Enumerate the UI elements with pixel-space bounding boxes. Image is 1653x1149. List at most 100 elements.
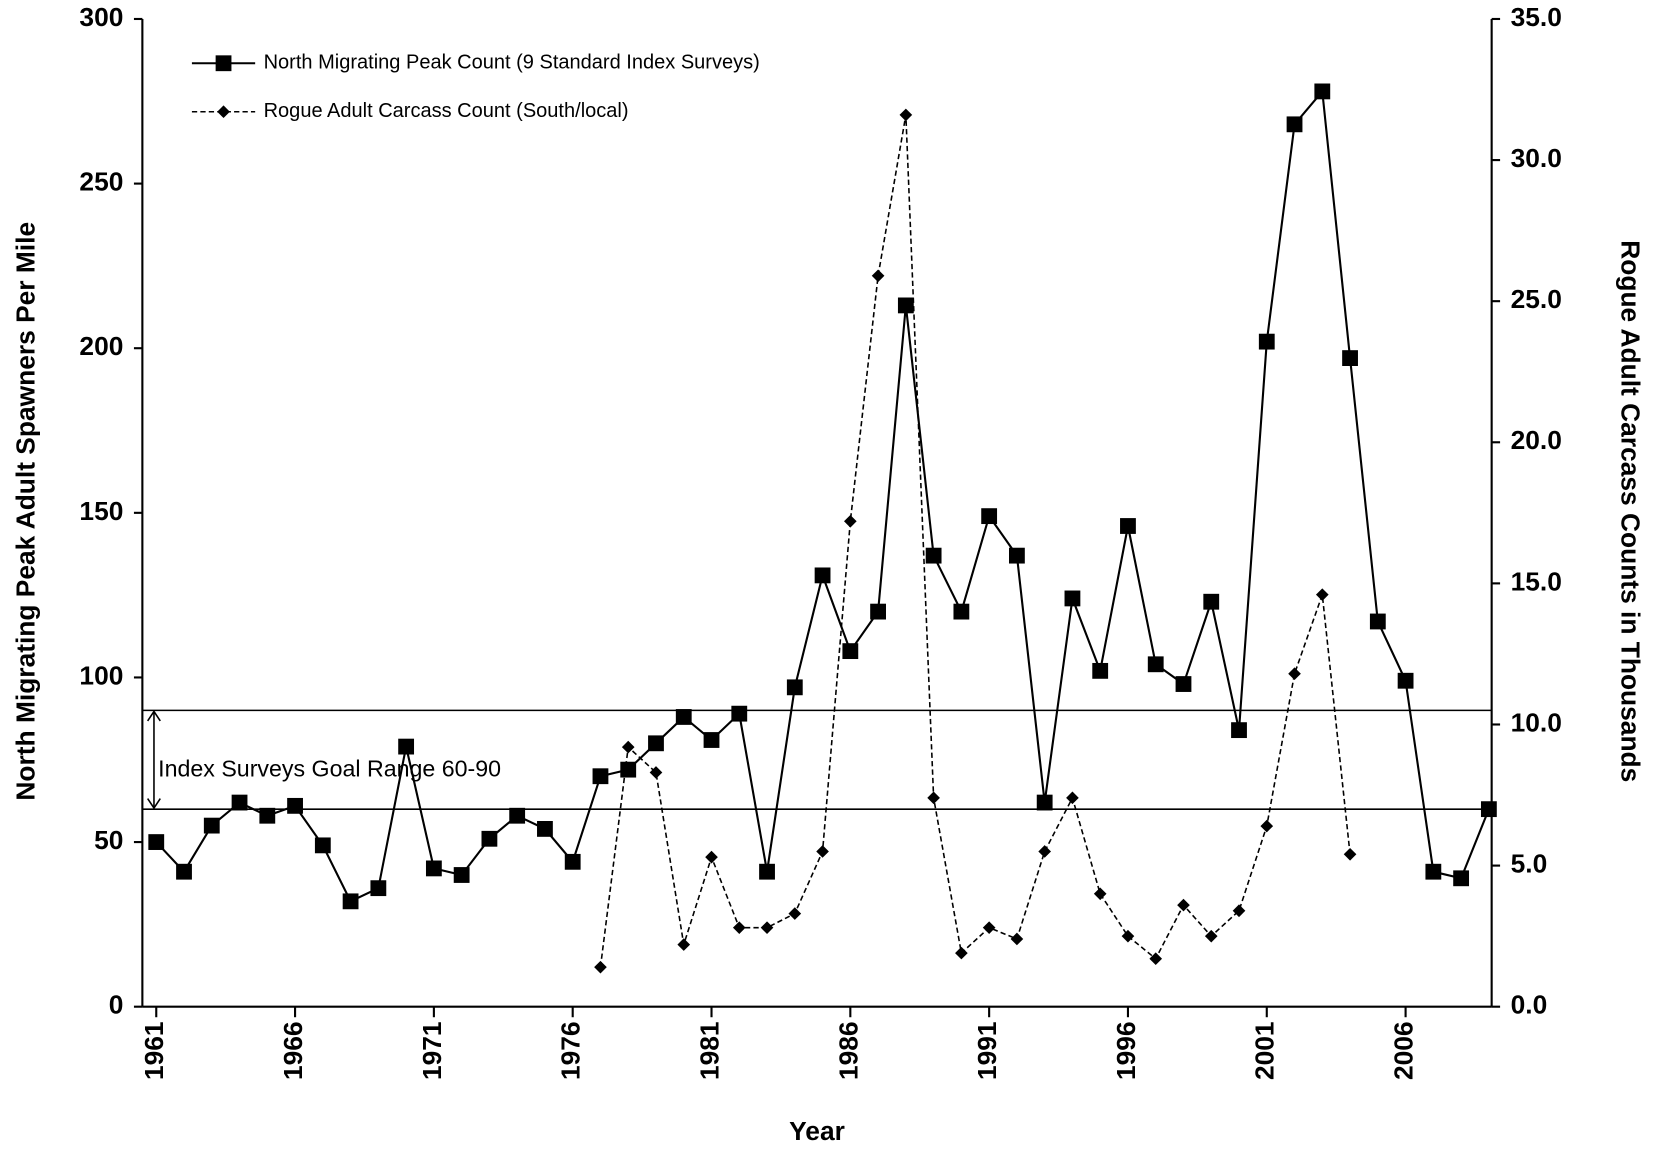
data-point xyxy=(1314,83,1331,100)
y-tick-label: 250 xyxy=(79,167,123,197)
y2-tick-label: 15.0 xyxy=(1511,566,1562,596)
data-point xyxy=(370,880,387,897)
data-point xyxy=(509,807,526,824)
annotation: Index Surveys Goal Range 60-90 xyxy=(158,755,501,781)
data-point xyxy=(1315,588,1329,601)
data-point xyxy=(788,907,802,920)
x-tick-label: 1976 xyxy=(556,1021,586,1080)
y2-tick-label: 30.0 xyxy=(1511,143,1562,173)
data-point xyxy=(1120,518,1136,534)
data-point xyxy=(592,768,609,785)
data-point xyxy=(259,807,276,824)
data-point xyxy=(1064,590,1081,607)
data-point xyxy=(1288,667,1301,681)
data-point xyxy=(1204,929,1218,943)
x-tick-label: 2001 xyxy=(1250,1021,1280,1080)
data-point xyxy=(927,791,940,805)
data-point xyxy=(314,837,331,854)
data-point xyxy=(953,603,970,620)
x-tick-label: 1986 xyxy=(833,1021,863,1080)
y-tick-label: 100 xyxy=(79,660,123,690)
y-tick-label: 0 xyxy=(109,990,124,1020)
data-point xyxy=(1369,613,1386,630)
data-point xyxy=(786,679,803,696)
x-tick-label: 1981 xyxy=(694,1021,724,1080)
data-point xyxy=(1147,656,1164,673)
data-point xyxy=(981,508,998,525)
data-point xyxy=(759,863,775,880)
data-point xyxy=(342,893,359,910)
legend-label: North Migrating Peak Count (9 Standard I… xyxy=(264,52,760,74)
data-point xyxy=(842,643,859,660)
data-point xyxy=(287,797,303,814)
data-point xyxy=(677,938,691,951)
y-axis-title: North Migrating Peak Adult Spawners Per … xyxy=(10,222,40,801)
data-point xyxy=(1425,863,1442,880)
series-line xyxy=(599,114,1351,968)
data-point xyxy=(1397,672,1414,689)
y-tick-label: 300 xyxy=(79,2,123,32)
y-tick-label: 150 xyxy=(79,496,123,526)
data-point xyxy=(955,946,968,960)
data-point xyxy=(1010,932,1024,946)
x-axis-title: Year xyxy=(789,1116,845,1146)
data-point xyxy=(564,853,581,870)
data-point xyxy=(897,297,914,314)
data-point xyxy=(899,108,913,122)
x-tick-label: 1966 xyxy=(278,1021,308,1080)
data-point xyxy=(816,845,829,858)
y2-tick-label: 25.0 xyxy=(1511,284,1562,314)
data-point xyxy=(1093,887,1107,901)
data-point xyxy=(176,863,192,880)
data-point xyxy=(1480,801,1497,818)
data-point xyxy=(1286,116,1303,133)
data-point xyxy=(620,761,637,778)
data-point xyxy=(231,794,248,811)
data-point xyxy=(1009,547,1025,564)
legend-label: Rogue Adult Carcass Count (South/local) xyxy=(264,100,629,122)
data-point xyxy=(1149,952,1163,966)
data-point xyxy=(731,705,748,722)
data-point xyxy=(925,547,942,564)
data-point xyxy=(1453,870,1470,887)
data-point xyxy=(594,960,607,974)
data-point xyxy=(870,603,886,620)
data-point xyxy=(1203,593,1220,610)
data-point xyxy=(675,709,692,725)
data-point xyxy=(481,830,498,847)
data-point xyxy=(1121,929,1135,943)
data-point xyxy=(1231,722,1247,739)
data-point xyxy=(1092,662,1109,679)
x-tick-label: 1996 xyxy=(1111,1021,1141,1080)
data-point xyxy=(537,820,553,837)
y2-tick-label: 10.0 xyxy=(1511,707,1562,737)
data-point xyxy=(871,269,885,283)
data-point xyxy=(148,834,165,850)
data-point xyxy=(398,738,415,755)
data-point xyxy=(705,850,718,864)
data-point xyxy=(703,732,720,748)
data-point xyxy=(1066,791,1079,805)
data-point xyxy=(732,921,746,934)
data-point xyxy=(1343,847,1357,861)
x-tick-label: 1961 xyxy=(139,1021,169,1080)
data-point xyxy=(453,867,470,883)
data-point xyxy=(844,514,857,528)
data-point xyxy=(982,921,996,934)
legend-marker xyxy=(215,55,232,72)
y-tick-label: 50 xyxy=(94,825,123,855)
data-point xyxy=(1342,350,1358,366)
data-point xyxy=(1175,676,1192,692)
data-point xyxy=(1038,845,1051,858)
y2-tick-label: 35.0 xyxy=(1511,2,1562,32)
y-tick-label: 200 xyxy=(79,331,123,361)
data-point xyxy=(1260,819,1274,833)
data-point xyxy=(1258,333,1275,350)
data-point xyxy=(1232,904,1246,918)
y2-axis-title: Rogue Adult Carcass Counts in Thousands xyxy=(1616,240,1646,782)
x-tick-label: 1991 xyxy=(972,1021,1002,1080)
y2-tick-label: 5.0 xyxy=(1511,849,1548,879)
y2-tick-label: 20.0 xyxy=(1511,425,1562,455)
data-point xyxy=(814,567,831,584)
